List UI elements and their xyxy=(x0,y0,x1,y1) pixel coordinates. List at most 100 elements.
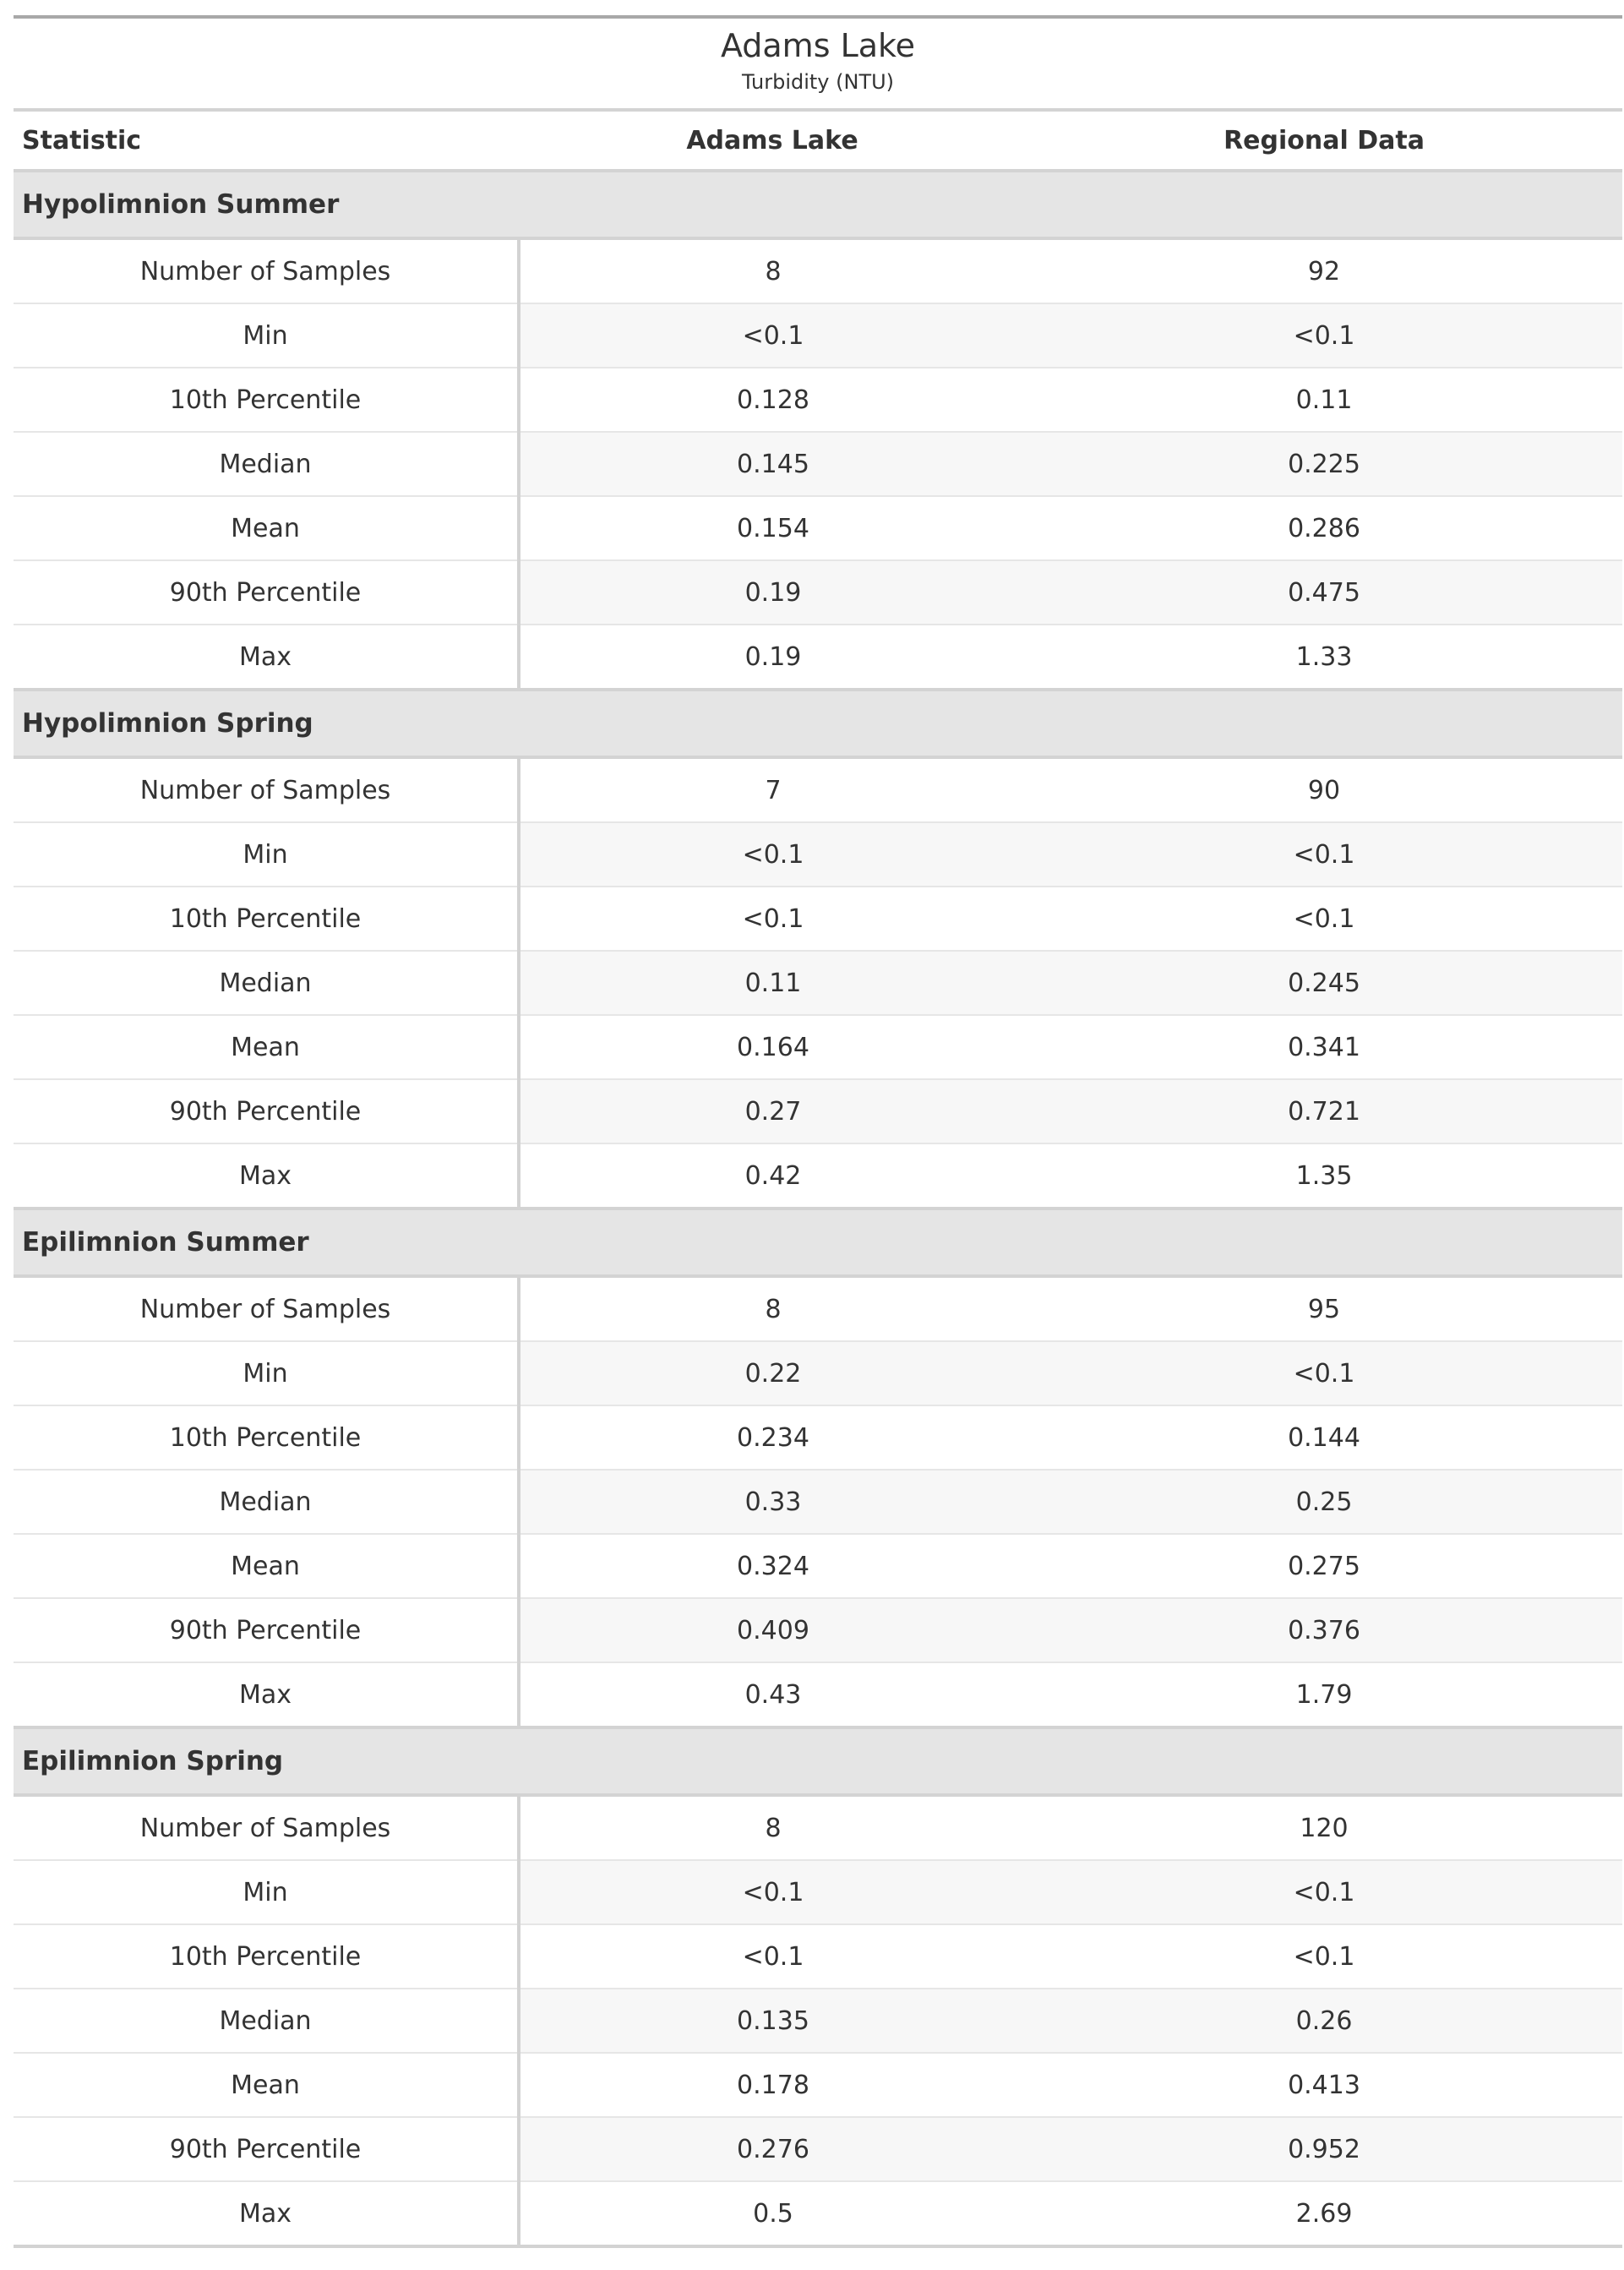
table-title-row: Adams Lake Turbidity (NTU) xyxy=(14,17,1623,112)
statistic-cell: Median xyxy=(14,951,520,1016)
lake-value-cell: 8 xyxy=(519,238,1026,304)
regional-value-cell: 92 xyxy=(1026,238,1623,304)
statistic-cell: Min xyxy=(14,303,520,368)
regional-value-cell: 0.275 xyxy=(1026,1534,1623,1599)
table-row: 90th Percentile 0.409 0.376 xyxy=(14,1598,1623,1663)
lake-value-cell: 0.43 xyxy=(519,1662,1026,1728)
summary-table-container: Adams Lake Turbidity (NTU) Statistic Ada… xyxy=(14,15,1623,2248)
statistic-cell: 10th Percentile xyxy=(14,368,520,433)
table-row: 90th Percentile 0.19 0.475 xyxy=(14,560,1623,625)
group-label: Epilimnion Summer xyxy=(14,1207,1623,1278)
column-header-statistic: Statistic xyxy=(14,110,519,172)
regional-value-cell: 0.225 xyxy=(1026,432,1623,497)
table-row: Number of Samples 7 90 xyxy=(14,757,1623,823)
group-label: Hypolimnion Summer xyxy=(14,169,1623,240)
statistic-cell: 90th Percentile xyxy=(14,1079,520,1144)
table-row: Min <0.1 <0.1 xyxy=(14,822,1623,887)
lake-value-cell: 0.135 xyxy=(519,1989,1026,2054)
statistic-cell: Max xyxy=(14,625,520,690)
lake-value-cell: 0.154 xyxy=(519,496,1026,561)
regional-value-cell: 0.475 xyxy=(1026,560,1623,625)
lake-value-cell: 0.164 xyxy=(519,1015,1026,1080)
table-row: 90th Percentile 0.276 0.952 xyxy=(14,2117,1623,2182)
regional-value-cell: <0.1 xyxy=(1026,1341,1623,1406)
regional-value-cell: 90 xyxy=(1026,757,1623,823)
table-row: Mean 0.178 0.413 xyxy=(14,2053,1623,2118)
lake-value-cell: 0.27 xyxy=(519,1079,1026,1144)
statistic-cell: Number of Samples xyxy=(14,1276,520,1342)
statistic-cell: Max xyxy=(14,1143,520,1209)
column-header-lake: Adams Lake xyxy=(519,110,1026,172)
table-row: Number of Samples 8 92 xyxy=(14,238,1623,304)
table-row: Mean 0.324 0.275 xyxy=(14,1534,1623,1599)
regional-value-cell: 2.69 xyxy=(1026,2181,1623,2247)
statistic-cell: Mean xyxy=(14,1534,520,1599)
table-row: Max 0.43 1.79 xyxy=(14,1662,1623,1728)
table-row: Median 0.135 0.26 xyxy=(14,1989,1623,2054)
regional-value-cell: 95 xyxy=(1026,1276,1623,1342)
lake-value-cell: 0.409 xyxy=(519,1598,1026,1663)
lake-value-cell: 0.22 xyxy=(519,1341,1026,1406)
table-row: Min <0.1 <0.1 xyxy=(14,1860,1623,1925)
regional-value-cell: 120 xyxy=(1026,1795,1623,1861)
group-row-epilimnion-spring: Epilimnion Spring xyxy=(14,1726,1623,1797)
table-title: Adams Lake xyxy=(720,27,916,64)
statistic-cell: 10th Percentile xyxy=(14,1405,520,1471)
statistic-cell: 90th Percentile xyxy=(14,1598,520,1663)
table-row: Min 0.22 <0.1 xyxy=(14,1341,1623,1406)
regional-value-cell: 0.286 xyxy=(1026,496,1623,561)
lake-value-cell: 0.33 xyxy=(519,1470,1026,1535)
regional-value-cell: <0.1 xyxy=(1026,822,1623,887)
regional-value-cell: 0.341 xyxy=(1026,1015,1623,1080)
table-row: Number of Samples 8 120 xyxy=(14,1795,1623,1861)
lake-value-cell: 0.276 xyxy=(519,2117,1026,2182)
table-row: Mean 0.154 0.286 xyxy=(14,496,1623,561)
table-row: 90th Percentile 0.27 0.721 xyxy=(14,1079,1623,1144)
statistic-cell: Number of Samples xyxy=(14,238,520,304)
table-row: Max 0.5 2.69 xyxy=(14,2181,1623,2247)
regional-value-cell: <0.1 xyxy=(1026,887,1623,952)
regional-value-cell: 0.26 xyxy=(1026,1989,1623,2054)
lake-value-cell: <0.1 xyxy=(519,1860,1026,1925)
regional-value-cell: 0.144 xyxy=(1026,1405,1623,1471)
lake-value-cell: 0.42 xyxy=(519,1143,1026,1209)
column-header-regional: Regional Data xyxy=(1026,110,1623,172)
lake-value-cell: 8 xyxy=(519,1276,1026,1342)
regional-value-cell: 0.11 xyxy=(1026,368,1623,433)
table-row: Median 0.11 0.245 xyxy=(14,951,1623,1016)
statistic-cell: Mean xyxy=(14,496,520,561)
lake-value-cell: 8 xyxy=(519,1795,1026,1861)
statistic-cell: Min xyxy=(14,1860,520,1925)
group-label: Hypolimnion Spring xyxy=(14,688,1623,759)
lake-value-cell: 7 xyxy=(519,757,1026,823)
lake-value-cell: <0.1 xyxy=(519,1924,1026,1989)
statistic-cell: Number of Samples xyxy=(14,1795,520,1861)
statistic-cell: 10th Percentile xyxy=(14,887,520,952)
table-row: 10th Percentile 0.128 0.11 xyxy=(14,368,1623,433)
table-row: Median 0.145 0.225 xyxy=(14,432,1623,497)
group-row-epilimnion-summer: Epilimnion Summer xyxy=(14,1207,1623,1278)
lake-value-cell: 0.145 xyxy=(519,432,1026,497)
table-row: 10th Percentile <0.1 <0.1 xyxy=(14,887,1623,952)
regional-value-cell: 0.376 xyxy=(1026,1598,1623,1663)
regional-value-cell: <0.1 xyxy=(1026,303,1623,368)
regional-value-cell: 0.245 xyxy=(1026,951,1623,1016)
group-label: Epilimnion Spring xyxy=(14,1726,1623,1797)
statistic-cell: Max xyxy=(14,1662,520,1728)
regional-value-cell: 0.952 xyxy=(1026,2117,1623,2182)
lake-value-cell: <0.1 xyxy=(519,822,1026,887)
table-row: Median 0.33 0.25 xyxy=(14,1470,1623,1535)
statistic-cell: Max xyxy=(14,2181,520,2247)
summary-table: Adams Lake Turbidity (NTU) Statistic Ada… xyxy=(14,15,1623,2248)
lake-value-cell: 0.11 xyxy=(519,951,1026,1016)
statistic-cell: 90th Percentile xyxy=(14,560,520,625)
regional-value-cell: <0.1 xyxy=(1026,1924,1623,1989)
lake-value-cell: 0.128 xyxy=(519,368,1026,433)
table-title-cell: Adams Lake Turbidity (NTU) xyxy=(14,17,1623,112)
lake-value-cell: 0.324 xyxy=(519,1534,1026,1599)
lake-value-cell: 0.19 xyxy=(519,560,1026,625)
regional-value-cell: 0.413 xyxy=(1026,2053,1623,2118)
lake-value-cell: 0.178 xyxy=(519,2053,1026,2118)
table-row: Max 0.19 1.33 xyxy=(14,625,1623,690)
statistic-cell: Min xyxy=(14,1341,520,1406)
